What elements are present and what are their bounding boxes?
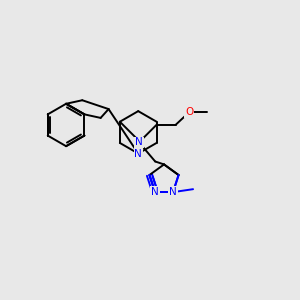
Text: O: O [185,107,193,117]
Text: N: N [135,137,143,147]
Text: N: N [134,148,142,158]
Text: N: N [151,187,159,197]
Text: N: N [169,187,177,197]
